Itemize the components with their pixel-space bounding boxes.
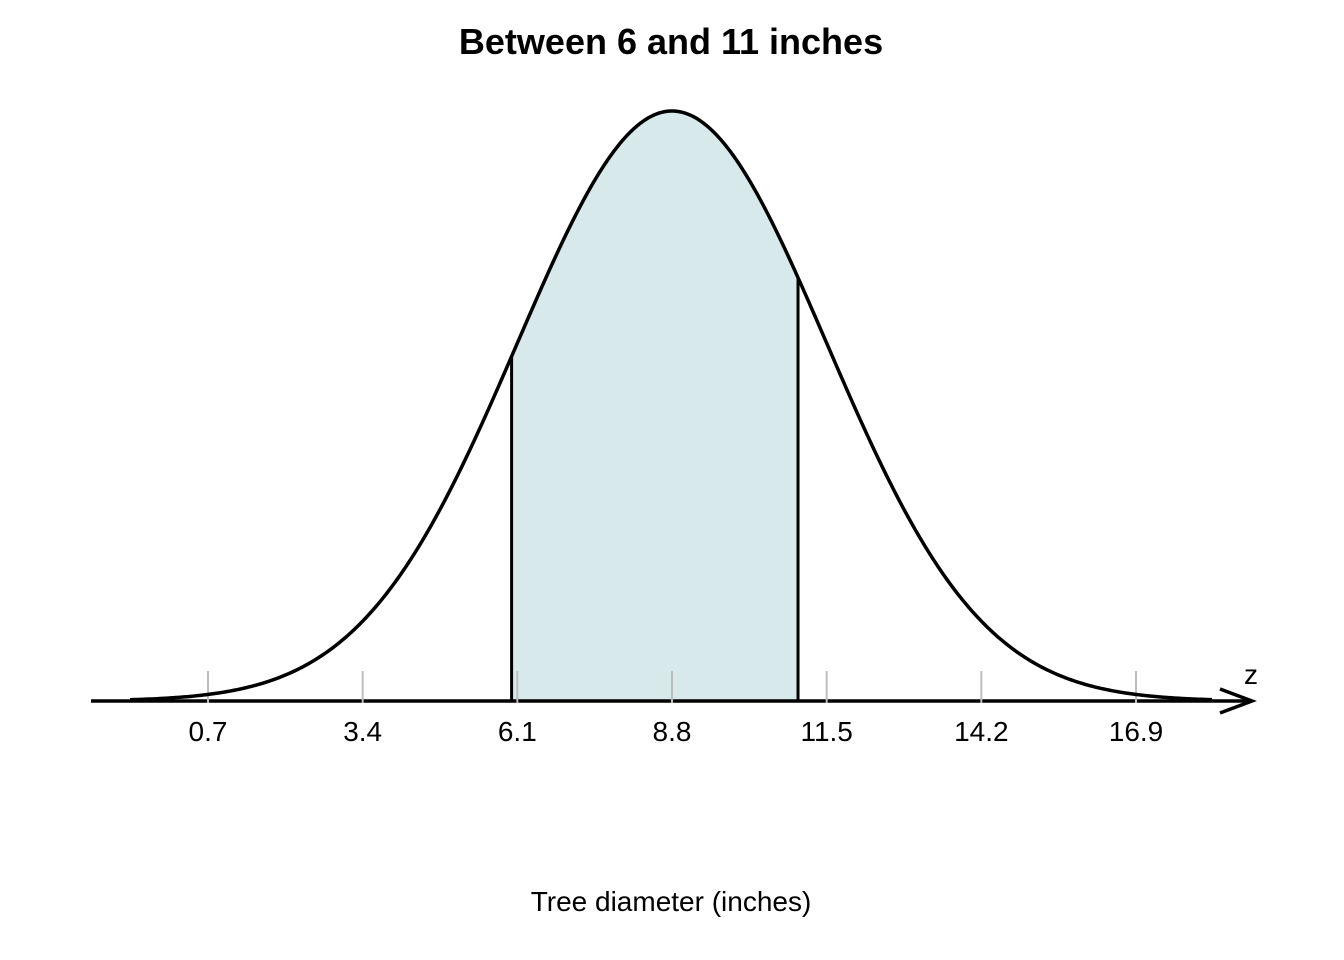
shaded-area-layer [511,111,799,701]
x-axis-arrowhead [1219,687,1257,715]
shaded-probability-region [511,111,799,701]
x-tick-label: 14.2 [954,716,1009,747]
axis-end-label: z [1244,659,1258,690]
x-axis [91,687,1257,715]
x-axis-label: Tree diameter (inches) [531,886,812,917]
density-curve [129,109,1213,702]
x-tick-label: 6.1 [498,716,537,747]
x-tick-label: 16.9 [1109,716,1164,747]
density-curve-layer [129,109,1213,702]
x-axis-ticks: 0.7 3.4 6.1 8.8 11.5 14.2 16.9 [189,671,1164,747]
x-tick-label: 3.4 [343,716,382,747]
x-tick-label: 11.5 [800,716,852,747]
x-tick-label: 8.8 [653,716,692,747]
chart-title: Between 6 and 11 inches [459,21,883,62]
boundary-lines-layer [510,277,800,701]
x-tick-label: 0.7 [189,716,228,747]
